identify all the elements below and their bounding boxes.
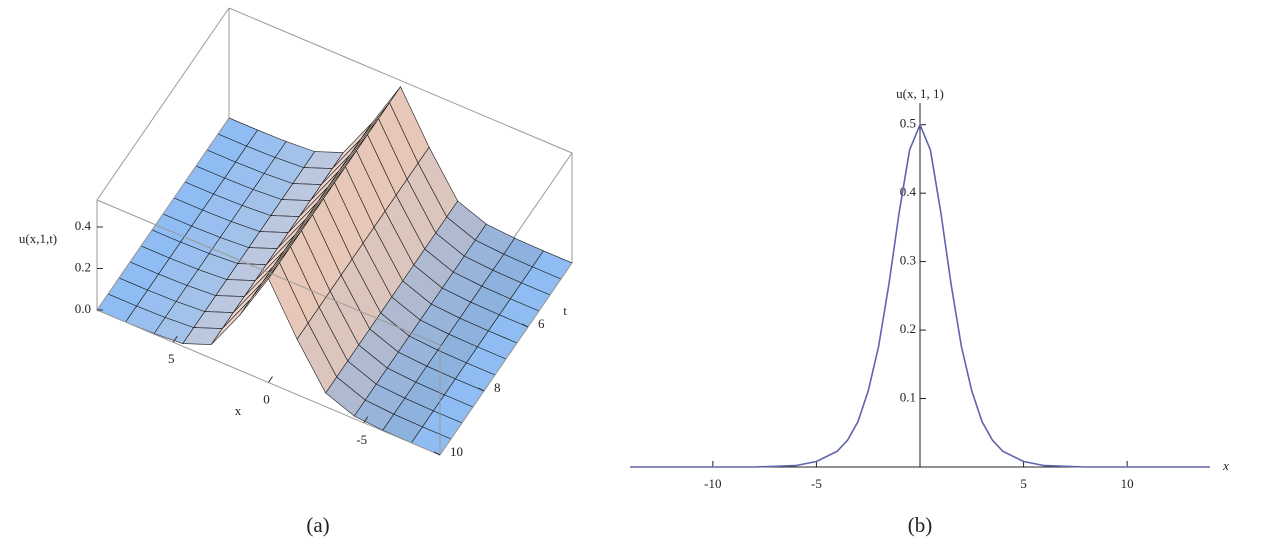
x-tick-label: -10 (704, 476, 721, 491)
box-edge (96, 199, 441, 346)
t-tick (521, 323, 529, 328)
t-axis-label: t (563, 303, 567, 318)
box-edge (96, 7, 230, 201)
z-tick-label: 0.2 (75, 259, 91, 274)
x-tick-label: -5 (811, 476, 822, 491)
x-tick (363, 416, 369, 424)
panel-b: -10 -5 5 100.10.20.30.40.5u(x, 1, 1)x(b) (630, 86, 1229, 537)
y-tick-label: 0.3 (900, 253, 916, 268)
box-edge (439, 262, 573, 456)
box-edge (228, 7, 573, 154)
x-tick-label: -5 (356, 432, 367, 447)
x-tick (268, 376, 273, 383)
panel-a: 0.0 0.2 0.4 -5 0 5 6 8 10 u(x,1,t) x t (a) (19, 7, 573, 537)
z-tick-label: 0.4 (75, 218, 92, 233)
y-axis-label: u(x, 1, 1) (896, 86, 944, 101)
curve (630, 122, 1210, 468)
y-tick-label: 0.5 (900, 116, 916, 131)
z-axis-label: u(x,1,t) (19, 231, 57, 246)
x-axis-label: x (235, 403, 242, 418)
y-tick-label: 0.1 (900, 390, 916, 405)
z-tick-label: 0.0 (75, 301, 91, 316)
x-tick-label: 5 (1020, 476, 1027, 491)
t-tick-label: 10 (450, 444, 463, 459)
x-axis-label: x (1222, 458, 1229, 473)
caption: (a) (306, 513, 329, 537)
t-tick (477, 387, 485, 392)
box-edge (96, 117, 230, 311)
caption: (b) (908, 513, 933, 537)
t-tick-label: 6 (538, 316, 545, 331)
x-tick-label: 5 (168, 351, 175, 366)
x-tick-label: 0 (263, 391, 270, 406)
t-tick-label: 8 (494, 380, 501, 395)
y-tick-label: 0.2 (900, 321, 916, 336)
x-tick-label: 10 (1121, 476, 1134, 491)
t-tick (433, 451, 441, 456)
x-tick (172, 335, 178, 343)
